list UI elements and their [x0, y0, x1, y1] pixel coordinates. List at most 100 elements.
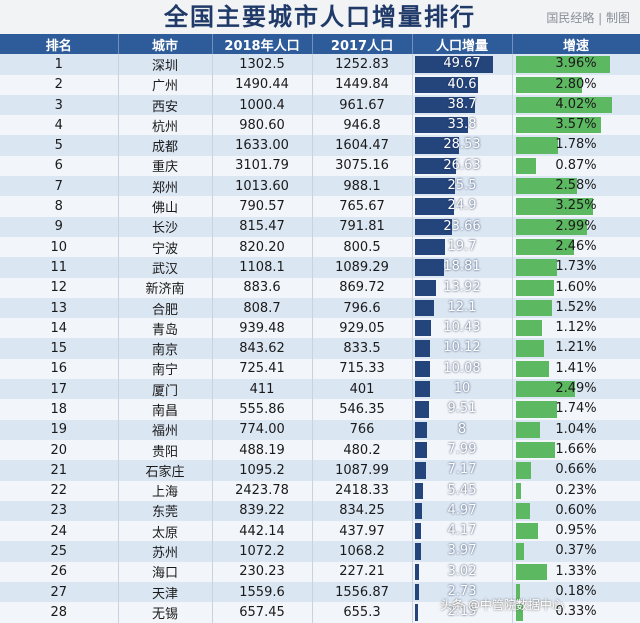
rank-cell: 3 — [0, 94, 119, 116]
table-row: 12 新济南 883.6 869.72 13.92 1.60% — [0, 277, 640, 298]
rank-cell: 23 — [0, 500, 119, 522]
growth-cell: 1.41% — [512, 358, 640, 380]
table-row: 26 海口 230.23 227.21 3.02 1.33% — [0, 561, 640, 583]
increase-bar — [414, 381, 431, 398]
rank-cell: 1 — [0, 54, 119, 75]
table-row: 18 南昌 555.86 546.35 9.51 1.74% — [0, 399, 640, 420]
pop-2018-cell: 790.57 — [212, 196, 313, 217]
increase-bar — [414, 360, 431, 378]
table-row: 8 佛山 790.57 765.67 24.9 3.25% — [0, 196, 640, 217]
growth-bar — [515, 462, 532, 479]
growth-value: 1.04% — [555, 421, 597, 437]
pop-2018-cell: 2423.78 — [212, 480, 313, 501]
pop-2017-cell: 1449.84 — [312, 74, 413, 95]
title-bar: 全国主要城市人口增量排行 国民经略 | 制图 — [0, 0, 640, 34]
growth-cell: 3.96% — [512, 54, 640, 75]
increase-value: 10.43 — [443, 320, 481, 336]
growth-bar — [515, 401, 558, 418]
table-row: 16 南宁 725.41 715.33 10.08 1.41% — [0, 358, 640, 380]
table-row: 5 成都 1633.00 1604.47 28.53 1.78% — [0, 135, 640, 156]
increase-cell: 12.1 — [412, 297, 513, 319]
rank-cell: 21 — [0, 460, 119, 481]
pop-2017-cell: 401 — [312, 379, 413, 400]
city-cell: 青岛 — [118, 318, 213, 339]
growth-bar — [515, 238, 575, 256]
increase-cell: 10.12 — [412, 338, 513, 359]
growth-bar — [515, 320, 543, 337]
growth-value: 1.52% — [555, 299, 597, 315]
table-header-row: 排名 城市 2018年人口 2017人口 人口增量 增速 — [0, 34, 640, 55]
increase-bar — [414, 462, 426, 479]
growth-value: 2.49% — [555, 381, 597, 397]
table-row: 3 西安 1000.4 961.67 38.7 4.02% — [0, 94, 640, 116]
increase-cell: 13.92 — [412, 277, 513, 298]
growth-bar — [515, 218, 587, 235]
pop-2017-cell: 1089.29 — [312, 257, 413, 278]
increase-value: 18.81 — [443, 259, 481, 275]
city-cell: 深圳 — [118, 54, 213, 75]
increase-value: 10.08 — [443, 360, 481, 376]
city-cell: 无锡 — [118, 602, 213, 623]
increase-bar — [414, 299, 434, 317]
increase-bar — [414, 320, 431, 337]
growth-value: 1.21% — [555, 340, 597, 356]
pop-2017-cell: 480.2 — [312, 439, 413, 461]
rank-cell: 10 — [0, 236, 119, 258]
table-row: 20 贵阳 488.19 480.2 7.99 1.66% — [0, 439, 640, 461]
pop-2018-cell: 488.19 — [212, 439, 313, 461]
rank-cell: 15 — [0, 338, 119, 359]
rank-cell: 25 — [0, 541, 119, 562]
increase-bar — [414, 584, 419, 601]
city-cell: 广州 — [118, 74, 213, 95]
city-cell: 东莞 — [118, 500, 213, 522]
table-row: 2 广州 1490.44 1449.84 40.6 2.80% — [0, 74, 640, 95]
pop-2017-cell: 546.35 — [312, 399, 413, 420]
growth-value: 1.78% — [555, 137, 597, 153]
pop-2018-cell: 555.86 — [212, 399, 313, 420]
increase-value: 28.53 — [443, 137, 481, 153]
increase-bar — [414, 523, 422, 540]
growth-cell: 1.21% — [512, 338, 640, 359]
increase-value: 25.5 — [447, 178, 477, 194]
increase-bar — [414, 482, 424, 499]
growth-value: 1.41% — [555, 360, 597, 376]
table-row: 4 杭州 980.60 946.8 33.8 3.57% — [0, 115, 640, 136]
growth-bar — [515, 502, 530, 520]
increase-cell: 28.53 — [412, 135, 513, 156]
city-cell: 石家庄 — [118, 460, 213, 481]
increase-value: 3.97 — [447, 543, 477, 559]
pop-2017-cell: 961.67 — [312, 94, 413, 116]
growth-cell: 0.66% — [512, 460, 640, 481]
col-header-growth: 增速 — [512, 34, 640, 55]
increase-cell: 24.9 — [412, 196, 513, 217]
rank-cell: 13 — [0, 297, 119, 319]
increase-bar — [414, 340, 431, 357]
col-header-rank: 排名 — [0, 34, 119, 55]
growth-bar — [515, 96, 612, 114]
growth-value: 1.66% — [555, 441, 597, 457]
city-cell: 武汉 — [118, 257, 213, 278]
rank-cell: 24 — [0, 521, 119, 542]
pop-2017-cell: 655.3 — [312, 602, 413, 623]
city-cell: 重庆 — [118, 155, 213, 177]
pop-2017-cell: 2418.33 — [312, 480, 413, 501]
growth-bar — [515, 482, 521, 499]
population-table: 排名 城市 2018年人口 2017人口 人口增量 增速 1 深圳 1302.5 12… — [0, 34, 640, 623]
pop-2018-cell: 815.47 — [212, 216, 313, 237]
growth-value: 2.46% — [555, 238, 597, 254]
growth-bar — [515, 178, 578, 195]
table-row: 17 厦门 411 401 10 2.49% — [0, 379, 640, 400]
growth-value: 2.58% — [555, 178, 597, 194]
pop-2017-cell: 1068.2 — [312, 541, 413, 562]
city-cell: 合肥 — [118, 297, 213, 319]
increase-cell: 10.43 — [412, 318, 513, 339]
pop-2017-cell: 946.8 — [312, 115, 413, 136]
increase-cell: 7.17 — [412, 460, 513, 481]
rank-cell: 19 — [0, 419, 119, 440]
city-cell: 贵阳 — [118, 439, 213, 461]
pop-2018-cell: 1013.60 — [212, 176, 313, 197]
increase-value: 9.51 — [447, 401, 477, 417]
pop-2017-cell: 227.21 — [312, 561, 413, 583]
increase-value: 4.17 — [447, 523, 477, 539]
increase-bar — [414, 502, 423, 520]
